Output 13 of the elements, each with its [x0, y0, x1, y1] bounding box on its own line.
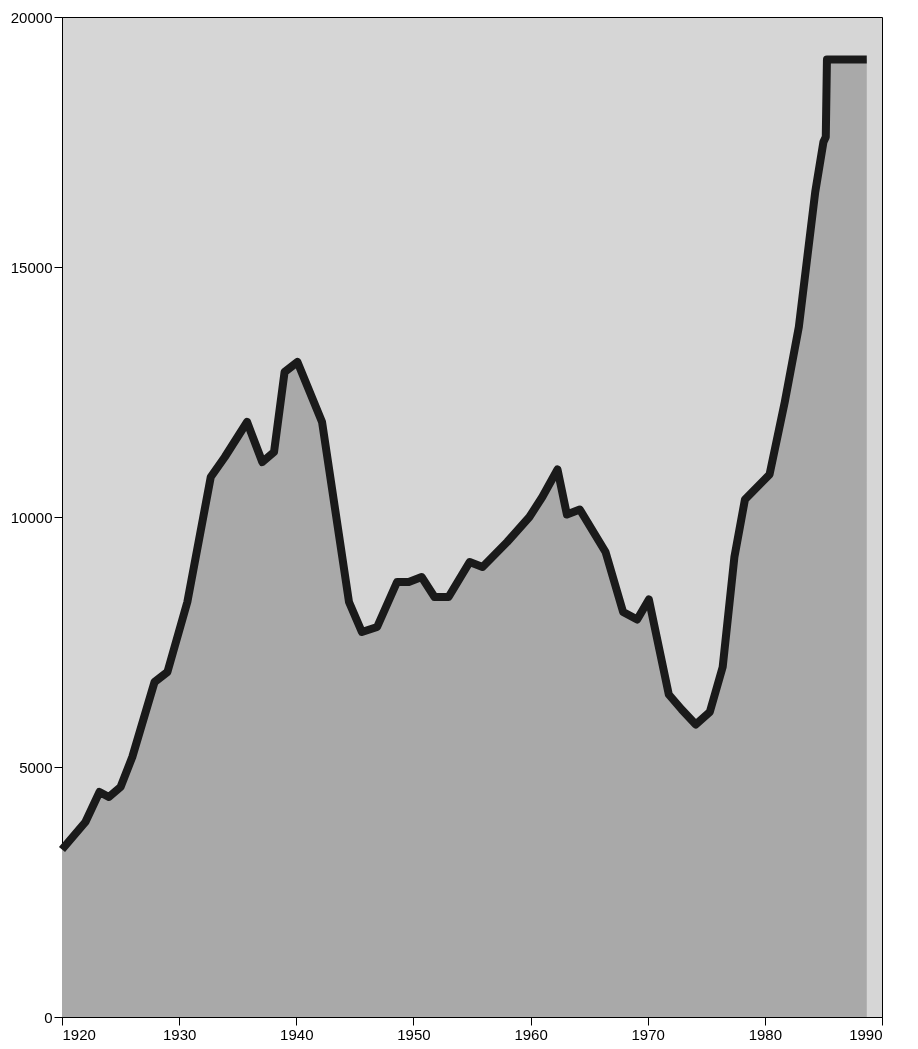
x-tick-label: 1950 — [397, 1025, 431, 1043]
x-tick-label: 1920 — [62, 1025, 96, 1043]
y-tick-label: 20000 — [10, 8, 53, 26]
x-tick-label: 1960 — [514, 1025, 548, 1043]
x-tick-label: 1980 — [748, 1025, 783, 1043]
x-tick-label: 1940 — [280, 1025, 314, 1043]
y-tick-label: 0 — [44, 1008, 53, 1026]
y-tick-label: 15000 — [10, 258, 53, 276]
x-tick-label: 1930 — [162, 1025, 197, 1043]
y-tick-label: 10000 — [10, 508, 53, 526]
y-tick-label: 5000 — [19, 758, 53, 776]
x-tick-label: 1990 — [849, 1025, 883, 1043]
x-tick-label: 1970 — [631, 1025, 665, 1043]
